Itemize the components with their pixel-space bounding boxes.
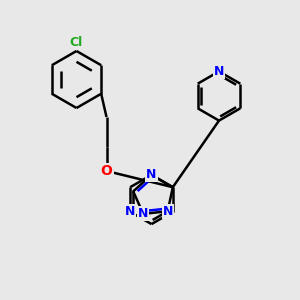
Text: Cl: Cl bbox=[70, 36, 83, 49]
Text: N: N bbox=[138, 207, 148, 220]
Text: N: N bbox=[125, 205, 135, 218]
Text: N: N bbox=[214, 65, 224, 78]
Text: O: O bbox=[100, 164, 112, 178]
Text: N: N bbox=[163, 205, 173, 218]
Text: N: N bbox=[146, 168, 157, 182]
